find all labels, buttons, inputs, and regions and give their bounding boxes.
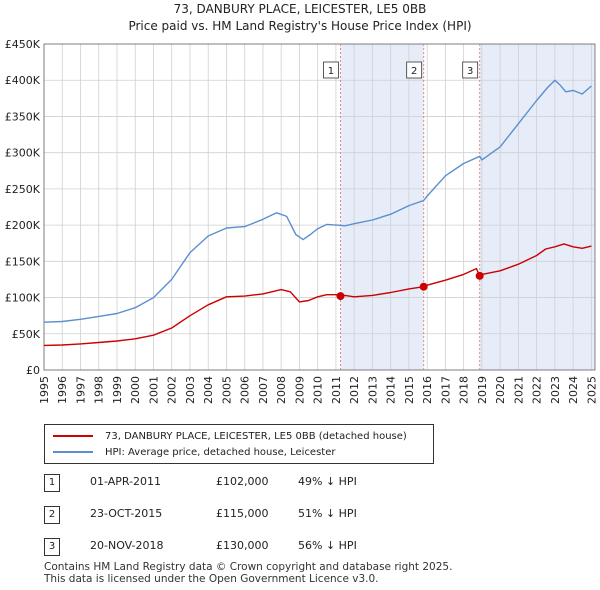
sale-number-badge: 3: [44, 538, 60, 556]
sale-price: £115,000: [216, 507, 269, 520]
y-tick-label: £0: [26, 364, 40, 377]
sale-hpi-diff: 56% ↓ HPI: [298, 539, 357, 552]
x-tick-label: 2017: [439, 376, 452, 404]
shaded-regions: [340, 44, 595, 370]
x-tick-label: 2003: [184, 376, 197, 404]
hpi-line: [43, 79, 592, 323]
x-tick-label: 2019: [476, 376, 489, 404]
footer-license: This data is licensed under the Open Gov…: [44, 573, 379, 585]
table-row: 2 23-OCT-2015 £115,000 51% ↓ HPI: [44, 506, 464, 524]
x-tick-label: 2018: [458, 376, 471, 404]
legend-label-property: 73, DANBURY PLACE, LEICESTER, LE5 0BB (d…: [105, 430, 407, 442]
table-row: 3 20-NOV-2018 £130,000 56% ↓ HPI: [44, 538, 464, 556]
y-tick-label: £150K: [5, 255, 41, 268]
sale-label: 2: [411, 66, 417, 77]
x-tick-label: 2008: [275, 376, 288, 404]
sale-number-badge: 1: [44, 474, 60, 492]
x-tick-label: 2005: [220, 376, 233, 404]
x-tick-label: 2006: [239, 376, 252, 404]
x-tick-label: 2009: [293, 376, 306, 404]
price-chart: 1 2 3 £0 £50K £100K £150K £200K £250K £300K £350K…: [5, 38, 599, 404]
x-tick-label: 2024: [567, 376, 580, 404]
legend-swatch-property: [53, 435, 93, 437]
y-tick-label: £450K: [5, 38, 41, 51]
x-tick-label: 1995: [38, 376, 51, 404]
legend: 73, DANBURY PLACE, LEICESTER, LE5 0BB (d…: [44, 424, 434, 464]
sale-label: 1: [328, 66, 334, 77]
sale-hpi-diff: 51% ↓ HPI: [298, 507, 357, 520]
table-row: 1 01-APR-2011 £102,000 49% ↓ HPI: [44, 474, 464, 492]
x-tick-label: 2004: [202, 376, 215, 404]
x-tick-label: 2007: [257, 376, 270, 404]
plot-frame: [43, 43, 596, 371]
x-tick-label: 2000: [129, 376, 142, 404]
legend-swatch-hpi: [53, 451, 93, 453]
x-tick-label: 2010: [312, 376, 325, 404]
sale-number-badge: 2: [44, 506, 60, 524]
shaded-region: [479, 44, 595, 370]
sale-label: 3: [467, 66, 473, 77]
shaded-region: [340, 44, 424, 370]
y-tick-label: £200K: [5, 219, 41, 232]
sale-label-box: [406, 61, 423, 79]
y-tick-label: £300K: [5, 147, 41, 160]
y-tick-label: £100K: [5, 292, 41, 305]
x-tick-label: 2023: [549, 376, 562, 404]
sale-date: 01-APR-2011: [90, 475, 162, 488]
sale-hpi-diff: 49% ↓ HPI: [298, 475, 357, 488]
grid-lines: [43, 43, 595, 371]
x-tick-label: 1998: [93, 376, 106, 404]
x-tick-label: 2016: [421, 376, 434, 404]
sale-price: £130,000: [216, 539, 269, 552]
sale-marker: [475, 271, 484, 280]
x-tick-label: 2022: [531, 376, 544, 404]
sale-markers: [336, 271, 484, 301]
x-tick-label: 2015: [403, 376, 416, 404]
sale-marker: [419, 282, 428, 291]
sale-vertical-lines: 1 2 3: [323, 44, 481, 370]
sale-date: 23-OCT-2015: [90, 507, 163, 520]
sale-label-box: [323, 61, 339, 79]
x-tick-label: 2025: [585, 376, 598, 404]
chart-title: 73, DANBURY PLACE, LEICESTER, LE5 0BB: [173, 2, 427, 16]
x-tick-label: 2011: [330, 376, 343, 404]
sale-label-box: [462, 61, 479, 79]
legend-item-property: 73, DANBURY PLACE, LEICESTER, LE5 0BB (d…: [53, 428, 407, 444]
x-tick-label: 2020: [494, 376, 507, 404]
y-tick-label: £250K: [5, 183, 41, 196]
x-tick-label: 2014: [385, 376, 398, 404]
y-tick-label: £350K: [5, 110, 41, 123]
legend-item-hpi: HPI: Average price, detached house, Leic…: [53, 444, 335, 460]
footer-copyright: Contains HM Land Registry data © Crown c…: [44, 561, 453, 573]
x-tick-label: 2001: [147, 376, 160, 404]
x-tick-label: 1999: [111, 376, 124, 404]
legend-label-hpi: HPI: Average price, detached house, Leic…: [105, 446, 336, 458]
x-tick-label: 2013: [366, 376, 379, 404]
sale-price: £102,000: [216, 475, 269, 488]
sale-marker: [336, 292, 345, 301]
x-tick-label: 2021: [512, 376, 525, 404]
y-tick-label: £50K: [12, 328, 41, 341]
x-tick-label: 2002: [166, 376, 179, 404]
axis-labels: £0 £50K £100K £150K £200K £250K £300K £350K £400…: [5, 38, 599, 404]
x-tick-label: 1997: [74, 376, 87, 404]
chart-subtitle: Price paid vs. HM Land Registry's House …: [128, 19, 472, 33]
y-tick-label: £400K: [5, 74, 41, 87]
x-tick-label: 2012: [348, 376, 361, 404]
sale-date: 20-NOV-2018: [90, 539, 164, 552]
x-tick-label: 1996: [56, 376, 69, 404]
